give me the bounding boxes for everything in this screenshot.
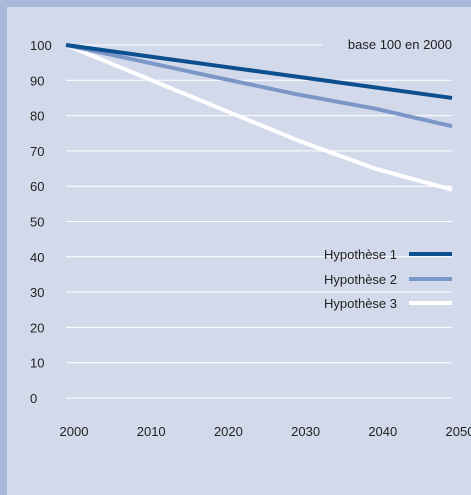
y-tick-label: 0 [30, 391, 37, 406]
gridlines [66, 44, 452, 399]
series-line-3 [65, 43, 453, 192]
y-tick-label: 90 [30, 73, 44, 88]
legend-label: Hypothèse 2 [324, 272, 397, 287]
chart-annotation: base 100 en 2000 [348, 37, 452, 52]
y-tick-label: 40 [30, 250, 44, 265]
series-line-1 [65, 43, 453, 100]
series-lines [65, 43, 453, 192]
y-tick-label: 80 [30, 109, 44, 124]
x-tick-label: 2030 [291, 424, 320, 439]
x-tick-label: 2000 [60, 424, 89, 439]
x-tick-label: 2010 [137, 424, 166, 439]
series-line-2 [65, 43, 453, 129]
y-axis-ticks: 0 10 20 30 40 50 60 70 80 90 100 [30, 38, 52, 406]
y-tick-label: 10 [30, 356, 44, 371]
y-tick-label: 20 [30, 320, 44, 335]
x-tick-label: 2040 [368, 424, 397, 439]
legend: Hypothèse 1 Hypothèse 2 Hypothèse 3 [324, 247, 452, 311]
y-tick-label: 30 [30, 285, 44, 300]
y-tick-label: 60 [30, 179, 44, 194]
y-tick-label: 100 [30, 38, 52, 53]
x-axis-ticks: 2000 2010 2020 2030 2040 2050 [60, 424, 471, 439]
x-tick-label: 2020 [214, 424, 243, 439]
legend-label: Hypothèse 3 [324, 296, 397, 311]
legend-label: Hypothèse 1 [324, 247, 397, 262]
y-tick-label: 70 [30, 144, 44, 159]
y-tick-label: 50 [30, 215, 44, 230]
x-tick-label: 2050 [446, 424, 471, 439]
